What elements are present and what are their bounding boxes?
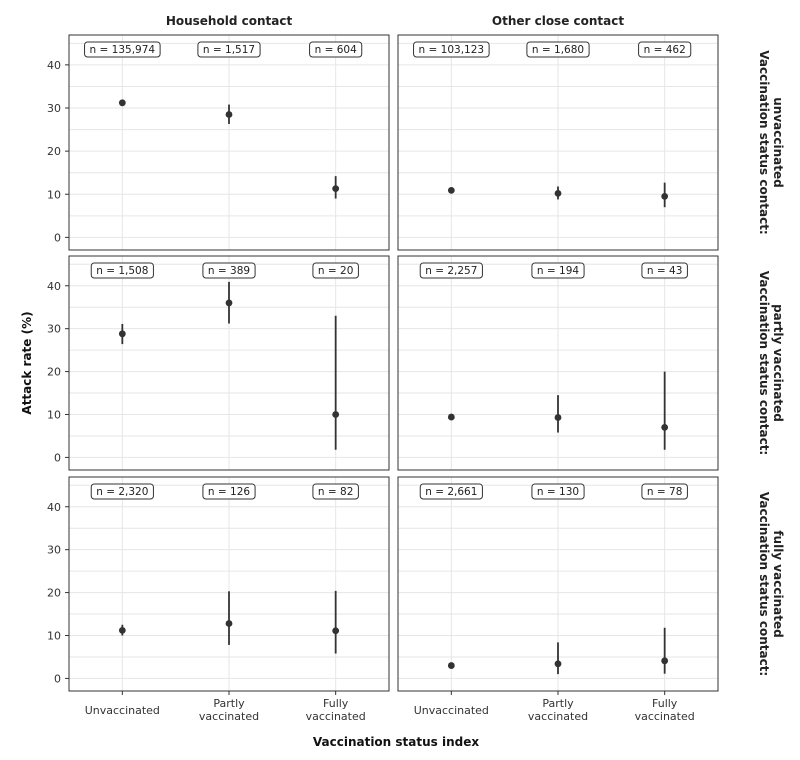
x-tick-label: Unvaccinated (414, 704, 489, 717)
sample-size-box (90, 262, 154, 279)
data-point (661, 193, 669, 200)
sample-size-label: n = 2,257 (425, 265, 477, 277)
y-tick-label: 40 (47, 280, 61, 293)
y-tick-label: 10 (47, 188, 61, 201)
sample-size-label: n = 604 (315, 44, 357, 56)
panel-border (68, 255, 390, 471)
data-point (332, 185, 340, 193)
panel-border (397, 255, 719, 471)
x-tick-label: Fully (652, 697, 678, 710)
data-point (661, 423, 669, 431)
data-point (554, 660, 562, 668)
column-facet-label: Other close contact (492, 14, 624, 28)
sample-size-box (312, 262, 359, 279)
sample-size-box (641, 483, 688, 500)
sample-size-box (526, 41, 590, 58)
data-point (118, 99, 126, 107)
x-tick-label: vaccinated (528, 710, 588, 723)
sample-size-label: n = 194 (537, 265, 579, 277)
data-point (447, 413, 455, 421)
data-point (332, 411, 340, 418)
x-tick-label: vaccinated (199, 710, 259, 723)
sample-size-label: n = 1,517 (203, 44, 255, 56)
y-tick-label: 40 (47, 59, 61, 72)
row-facet-label: Vaccination status contact: (757, 271, 771, 455)
data-point (447, 186, 455, 194)
x-tick-label: Partly (213, 697, 245, 710)
sample-size-box (419, 262, 483, 279)
data-point (225, 299, 233, 307)
sample-size-label: n = 78 (647, 486, 683, 498)
sample-size-label: n = 2,661 (425, 486, 477, 498)
data-point (225, 111, 233, 118)
y-tick-label: 30 (47, 102, 61, 115)
sample-size-label: n = 103,123 (419, 44, 485, 56)
data-point (118, 330, 126, 338)
data-point (661, 657, 669, 665)
sample-size-box (84, 41, 161, 58)
sample-size-box (413, 41, 490, 58)
y-tick-label: 20 (47, 587, 61, 600)
data-point (332, 627, 340, 635)
panel-border (68, 34, 390, 251)
row-facet-label: Vaccination status contact: (757, 50, 771, 234)
sample-size-box (531, 262, 585, 279)
sample-size-label: n = 462 (644, 44, 686, 56)
panel-border (397, 34, 719, 251)
y-tick-label: 0 (54, 672, 61, 685)
y-tick-label: 20 (47, 366, 61, 379)
data-point (118, 626, 126, 634)
data-point (554, 189, 562, 197)
sample-size-box (309, 41, 363, 58)
x-tick-label: vaccinated (306, 710, 366, 723)
sample-size-label: n = 1,508 (96, 265, 148, 277)
sample-size-label: n = 130 (537, 486, 579, 498)
y-tick-label: 0 (54, 231, 61, 244)
sample-size-box (641, 262, 688, 279)
sample-size-box (202, 483, 256, 500)
data-point (225, 620, 233, 627)
sample-size-label: n = 43 (647, 265, 683, 277)
sample-size-label: n = 135,974 (90, 44, 156, 56)
sample-size-label: n = 1,680 (532, 44, 584, 56)
column-facet-label: Household contact (166, 14, 293, 28)
x-tick-label: Fully (323, 697, 349, 710)
x-axis-title: Vaccination status index (313, 735, 479, 749)
y-tick-label: 30 (47, 323, 61, 336)
sample-size-box (419, 483, 483, 500)
sample-size-box (312, 483, 359, 500)
data-point (554, 414, 562, 421)
sample-size-label: n = 389 (208, 265, 250, 277)
row-facet-label: partly vaccinated (771, 304, 785, 422)
x-tick-label: Unvaccinated (85, 704, 160, 717)
data-point (447, 662, 455, 669)
y-tick-label: 20 (47, 145, 61, 158)
y-tick-label: 0 (54, 451, 61, 464)
y-tick-label: 30 (47, 544, 61, 557)
sample-size-box (197, 41, 261, 58)
y-tick-label: 10 (47, 409, 61, 422)
sample-size-box (638, 41, 692, 58)
sample-size-label: n = 82 (318, 486, 354, 498)
row-facet-label: unvaccinated (771, 97, 785, 187)
sample-size-box (90, 483, 154, 500)
y-tick-label: 10 (47, 630, 61, 643)
sample-size-label: n = 126 (208, 486, 250, 498)
y-axis-title: Attack rate (%) (20, 311, 34, 414)
sample-size-label: n = 20 (318, 265, 354, 277)
y-tick-label: 40 (47, 501, 61, 514)
row-facet-label: fully vaccinated (771, 530, 785, 637)
sample-size-box (202, 262, 256, 279)
x-tick-label: vaccinated (635, 710, 695, 723)
row-facet-label: Vaccination status contact: (757, 492, 771, 676)
x-tick-label: Partly (542, 697, 574, 710)
sample-size-box (531, 483, 585, 500)
sample-size-label: n = 2,320 (96, 486, 148, 498)
